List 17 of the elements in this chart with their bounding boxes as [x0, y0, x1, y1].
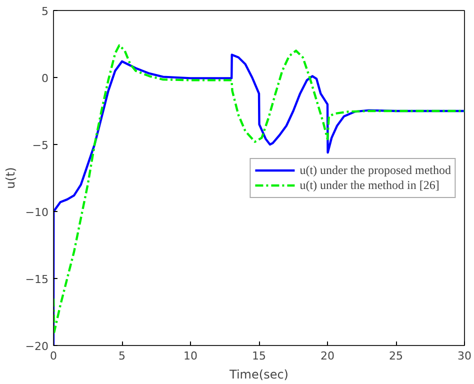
legend-label: u(t) under the method in [26]: [300, 178, 440, 192]
y-tick-label: −15: [25, 273, 49, 286]
x-tick-label: 0: [50, 350, 57, 362]
x-tick-label: 25: [389, 350, 403, 362]
y-axis-title: u(t): [3, 167, 18, 189]
y-tick-label: −10: [25, 206, 49, 219]
y-tick-label: 0: [42, 72, 48, 85]
y-tick-label: −20: [25, 340, 49, 353]
x-tick-label: 20: [320, 350, 334, 362]
x-tick-label: 10: [184, 350, 198, 362]
x-tick-label: 15: [252, 350, 266, 362]
y-tick-label: 5: [42, 5, 48, 18]
legend-label: u(t) under the proposed method: [300, 162, 451, 178]
y-tick-label: −5: [32, 139, 49, 152]
x-axis-title: Time(sec): [228, 368, 288, 382]
x-tick-label: 30: [458, 350, 472, 362]
x-tick-label: 5: [118, 350, 126, 362]
